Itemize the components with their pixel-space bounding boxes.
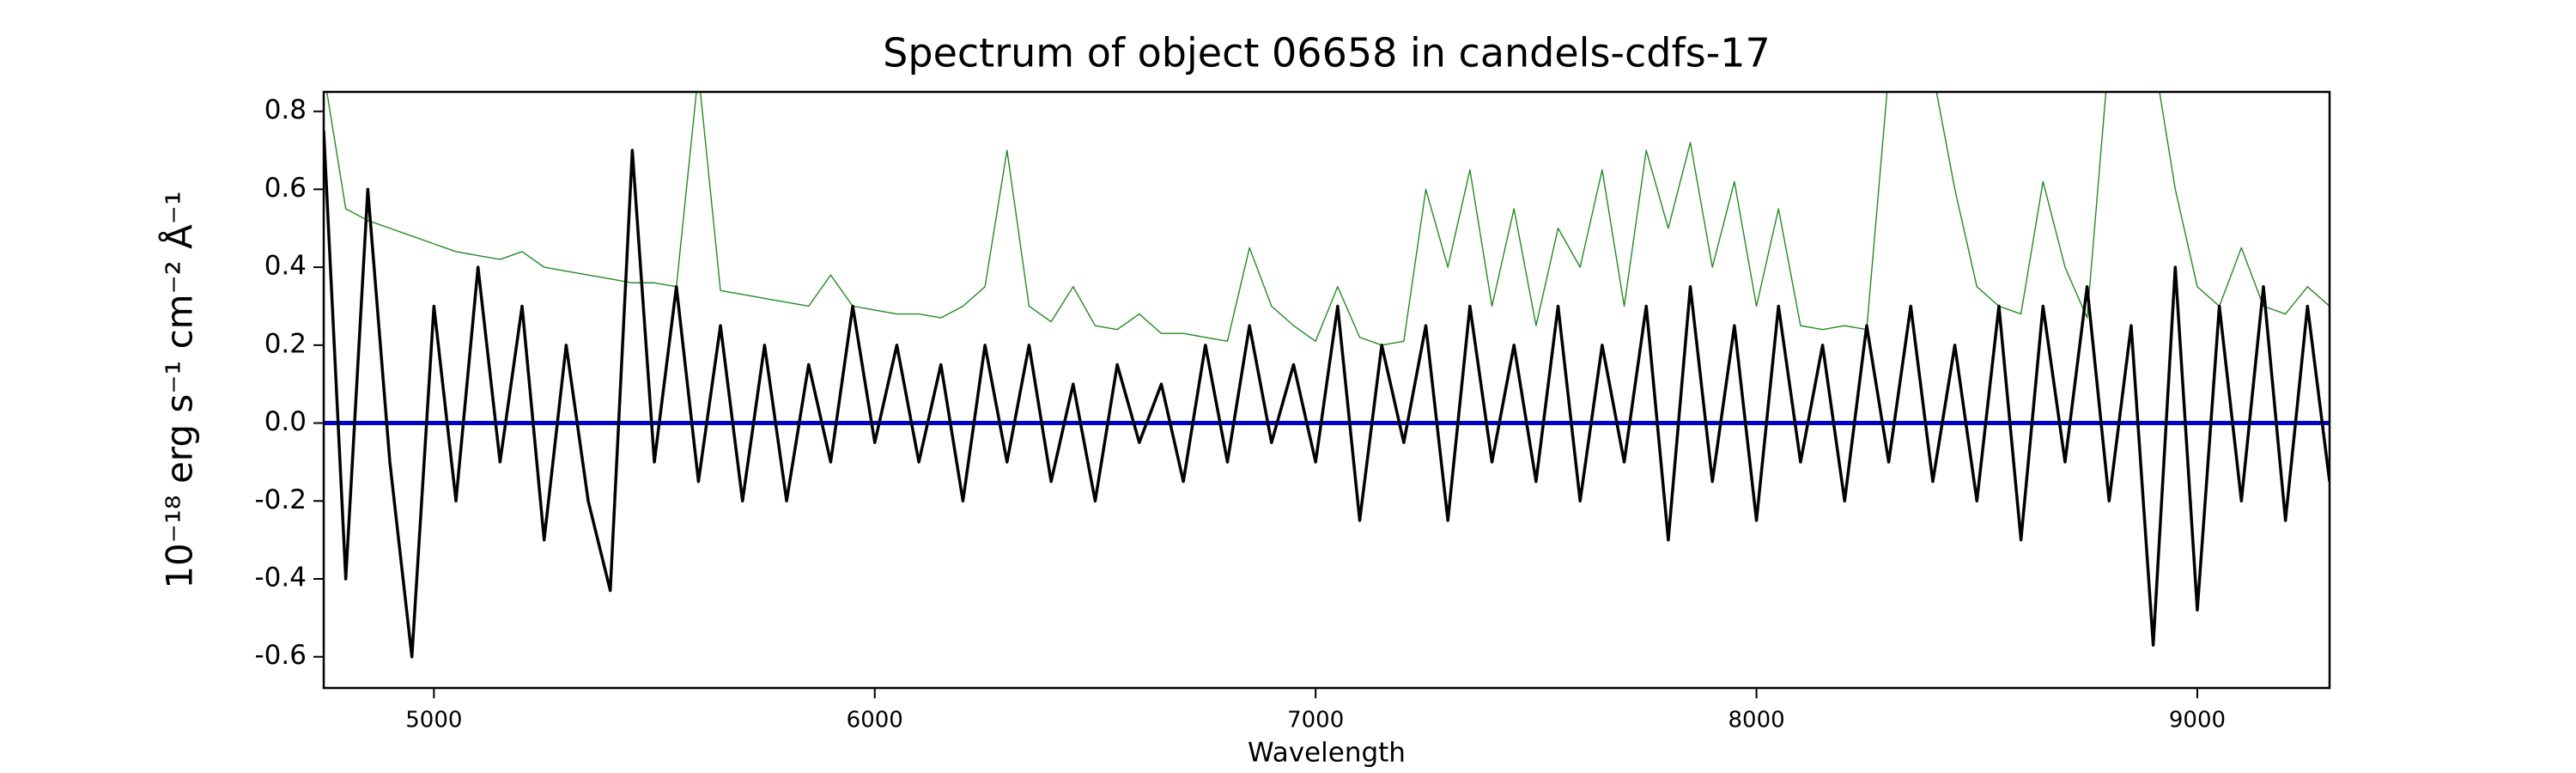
y-tick-label: 0.4: [264, 251, 307, 282]
y-tick-label: 0.2: [264, 328, 307, 359]
y-tick-label: -0.6: [255, 640, 307, 671]
chart-title: Spectrum of object 06658 in candels-cdfs…: [883, 30, 1771, 76]
plot-area: [324, 92, 2330, 659]
x-tick-label: 9000: [2169, 708, 2226, 733]
y-tick-label: -0.4: [255, 562, 307, 593]
y-tick-label: 0.8: [264, 94, 307, 125]
y-tick-label: 0.6: [264, 173, 307, 204]
y-tick-label: -0.2: [255, 484, 307, 515]
y-axis-label: 10⁻¹⁸ erg s⁻¹ cm⁻² Å⁻¹: [158, 191, 201, 588]
x-tick-label: 8000: [1728, 708, 1784, 733]
y-tick-label: 0.0: [264, 406, 307, 437]
x-axis-label: Wavelength: [1248, 738, 1406, 769]
spectrum-line: [325, 92, 2330, 346]
x-tick-label: 6000: [847, 708, 903, 733]
x-tick-label: 7000: [1287, 708, 1344, 733]
spectrum-line: [324, 131, 2330, 659]
plot-frame: [322, 90, 2331, 690]
x-tick-label: 5000: [405, 708, 462, 733]
